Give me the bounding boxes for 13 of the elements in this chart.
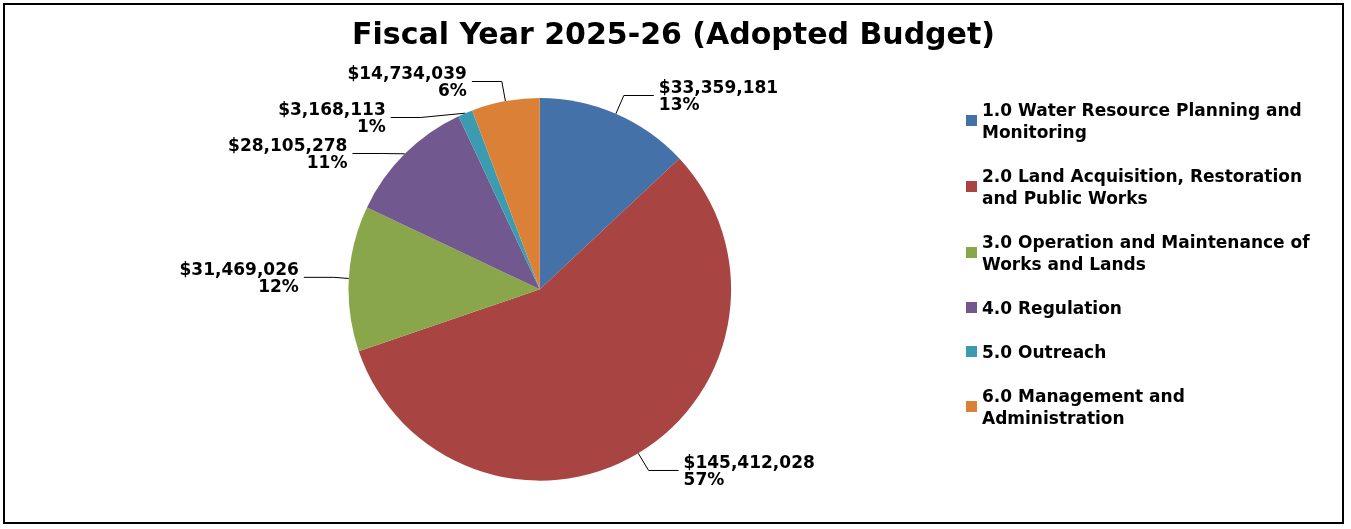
- data-label: $28,105,278 11%: [228, 135, 348, 172]
- legend-label: 1.0 Water Resource Planning and Monitoring: [982, 99, 1308, 142]
- data-label: $33,359,181 13%: [658, 76, 779, 114]
- data-label: $3,168,113 1%: [278, 99, 386, 136]
- data-label: $31,469,026 12%: [179, 258, 299, 296]
- legend-label: 3.0 Operation and Maintenance of Works and Lands: [982, 231, 1316, 274]
- chart-title: Fiscal Year 2025-26 (Adopted Budget): [352, 15, 995, 51]
- data-label: $14,734,039 6%: [347, 63, 467, 100]
- legend-label: 2.0 Land Acquisition, Restoration and Public Works: [982, 165, 1308, 208]
- data-label: $145,412,028 57%: [683, 451, 815, 489]
- legend-label: 6.0 Management and Administration: [982, 385, 1191, 428]
- legend-label: 5.0 Outreach: [982, 341, 1107, 362]
- legend-label: 4.0 Regulation: [982, 297, 1122, 318]
